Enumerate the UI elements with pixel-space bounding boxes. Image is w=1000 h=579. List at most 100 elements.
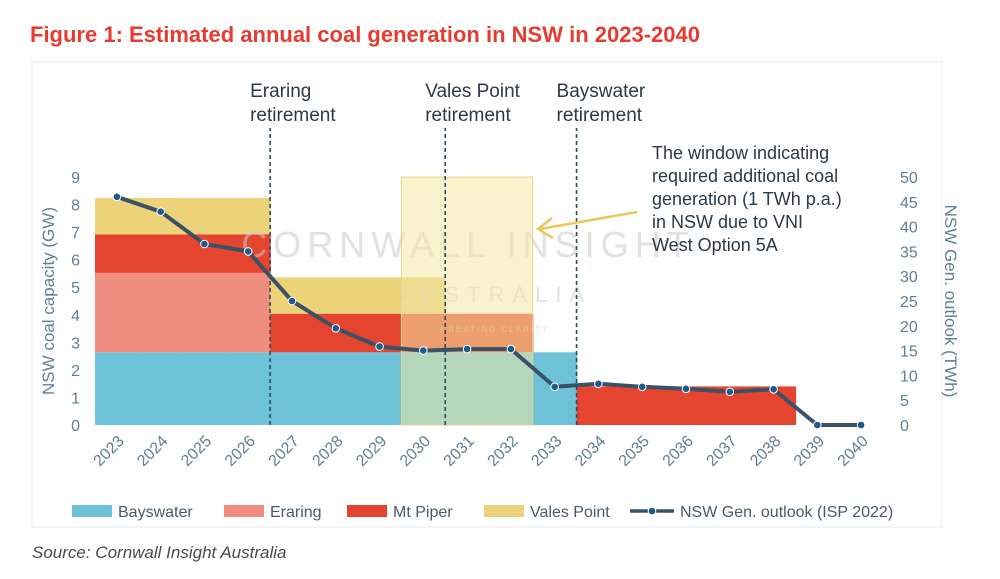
legend-swatch-eraring — [224, 505, 264, 517]
gen-outlook-point-2037 — [725, 387, 735, 397]
legend-label: NSW Gen. outlook (ISP 2022) — [680, 504, 893, 521]
mt-piper-block-2024 — [138, 234, 184, 273]
vales-point-block-2029 — [357, 277, 403, 314]
eraring-block-2026 — [226, 272, 271, 353]
gen-outlook-point-2031 — [462, 344, 472, 354]
x-tick-label: 2025 — [178, 433, 215, 470]
x-tick-label: 2037 — [703, 433, 740, 470]
y-tick-label: 8 — [71, 198, 80, 215]
x-tick-label: 2033 — [528, 433, 565, 470]
x-tick-label: 2039 — [791, 433, 828, 470]
x-tick-label: 2023 — [91, 433, 128, 470]
gen-outlook-point-2027 — [287, 296, 297, 306]
eraring-block-2025 — [182, 272, 227, 353]
retirement-label: Vales Point retirement — [425, 81, 520, 126]
x-tick-label: 2040 — [835, 433, 872, 470]
x-tick-label: 2031 — [441, 433, 478, 470]
legend-swatch-mt-piper — [347, 505, 387, 517]
vales-point-block-2026 — [226, 197, 271, 235]
x-tick-label: 2035 — [616, 433, 653, 470]
legend-marker-gen-outlook — [647, 506, 657, 516]
y-axis-title: NSW coal capacity (GW) — [39, 207, 58, 395]
x-tick-label: 2028 — [309, 433, 346, 470]
eraring-block-2024 — [138, 272, 184, 353]
y-tick-label: 5 — [71, 280, 80, 297]
bayswater-block-2027 — [270, 352, 315, 425]
vales-point-block-2025 — [182, 197, 227, 235]
y2-tick-label: 10 — [900, 368, 918, 385]
y2-tick-label: 30 — [900, 269, 918, 286]
gen-outlook-point-2030 — [419, 346, 428, 355]
source-note: Source: Cornwall Insight Australia — [32, 543, 287, 562]
x-tick-label: 2024 — [134, 433, 171, 470]
mt-piper-block-2034 — [576, 386, 621, 425]
gen-outlook-point-2032 — [506, 344, 516, 354]
bayswater-block-2029 — [357, 352, 403, 425]
gen-outlook-point-2040 — [856, 420, 866, 430]
legend-swatch-vales-point — [484, 505, 524, 517]
x-tick-label: 2036 — [660, 433, 697, 470]
retirement-label: Eraring retirement — [250, 81, 336, 126]
mt-piper-block-2027 — [270, 313, 315, 353]
gen-outlook-point-2024 — [156, 207, 165, 216]
legend-label: Bayswater — [118, 504, 193, 521]
bayswater-block-2023 — [95, 352, 140, 425]
retirement-label: Bayswater retirement — [557, 81, 646, 126]
gen-outlook-point-2025 — [200, 239, 209, 249]
gen-outlook-point-2029 — [375, 342, 384, 351]
window-arrow — [539, 210, 638, 231]
y-tick-label: 9 — [71, 170, 80, 187]
vales-point-block-2024 — [138, 197, 184, 235]
gen-outlook-point-2033 — [550, 382, 560, 392]
x-tick-label: 2034 — [572, 433, 609, 470]
gen-outlook-point-2026 — [243, 247, 253, 256]
y2-tick-label: 50 — [900, 170, 918, 187]
y-tick-label: 3 — [71, 335, 80, 352]
plot-frame — [31, 61, 943, 528]
mt-piper-block-2023 — [95, 234, 140, 273]
x-tick-label: 2026 — [222, 433, 259, 470]
eraring-block-2023 — [95, 272, 140, 353]
y2-tick-label: 20 — [900, 319, 918, 336]
window-highlight — [400, 176, 534, 426]
chart-title: Figure 1: Estimated annual coal generati… — [30, 22, 700, 47]
y-tick-label: 6 — [71, 253, 80, 270]
gen-outlook-point-2035 — [637, 382, 647, 392]
bayswater-block-2026 — [226, 352, 271, 425]
legend-label: Eraring — [270, 504, 322, 521]
x-tick-label: 2038 — [747, 433, 784, 470]
gen-outlook-point-2036 — [681, 384, 691, 394]
x-tick-label: 2032 — [485, 433, 522, 470]
x-tick-label: 2027 — [266, 433, 303, 470]
y-tick-label: 7 — [71, 225, 80, 242]
legend-label: Mt Piper — [393, 504, 453, 521]
y2-axis-title: NSW Gen. outlook (TWh) — [941, 205, 960, 398]
gen-outlook-point-2028 — [331, 324, 341, 333]
y2-tick-label: 25 — [900, 294, 918, 311]
bayswater-block-2028 — [313, 352, 359, 425]
gen-outlook-point-2038 — [769, 385, 778, 394]
bayswater-block-2025 — [182, 352, 227, 425]
y2-tick-label: 45 — [900, 195, 918, 212]
gen-outlook-point-2039 — [813, 420, 822, 430]
legend-swatch-bayswater — [72, 505, 112, 517]
y-tick-label: 1 — [71, 390, 80, 407]
window-arrowhead — [535, 217, 554, 240]
gen-outlook-line — [116, 194, 862, 427]
legend-label: Vales Point — [530, 504, 610, 521]
window-annotation: The window indicating required additional… — [652, 143, 842, 255]
x-tick-label: 2029 — [353, 433, 390, 470]
gen-outlook-point-2034 — [594, 379, 603, 389]
y-tick-label: 4 — [71, 308, 80, 325]
mt-piper-block-2035 — [620, 386, 665, 425]
vales-point-block-2028 — [313, 277, 359, 314]
bayswater-block-2024 — [138, 352, 184, 425]
y-tick-label: 0 — [71, 418, 80, 435]
y2-tick-label: 5 — [900, 393, 909, 410]
gen-outlook-point-2023 — [112, 192, 122, 202]
y2-tick-label: 15 — [900, 344, 918, 361]
x-tick-label: 2030 — [397, 433, 434, 470]
y2-tick-label: 40 — [900, 220, 918, 237]
y-tick-label: 2 — [71, 363, 80, 380]
